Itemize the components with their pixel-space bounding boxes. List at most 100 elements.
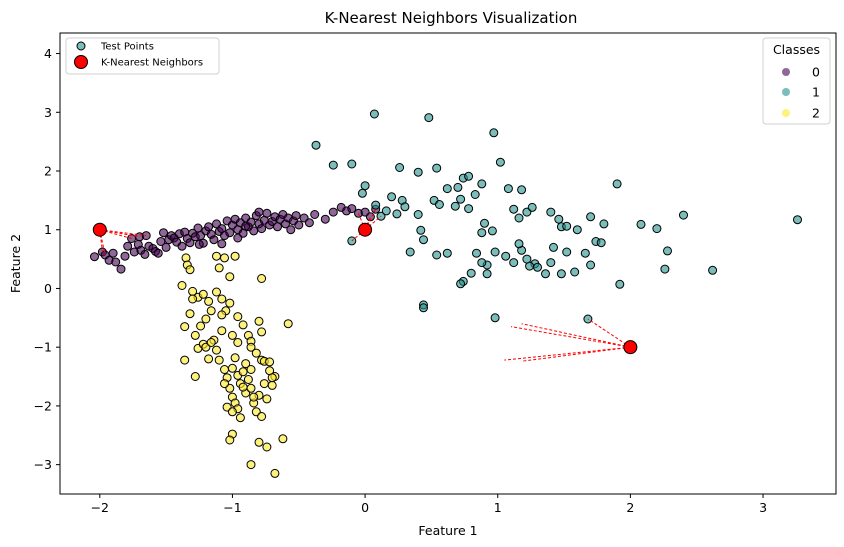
data-point-class-1 [434,200,444,209]
data-point-class-1 [419,235,428,245]
legend-class-1-marker [782,88,790,96]
data-point-class-2 [257,274,267,283]
data-point-class-0 [108,248,118,258]
data-point-class-1 [477,228,487,238]
y-tick-label: −1 [34,340,52,355]
data-point-class-2 [225,435,235,445]
data-point-class-1 [660,264,670,274]
data-point-class-1 [580,248,590,258]
data-point-class-1 [490,313,500,323]
data-point-class-0 [310,210,320,219]
data-point-class-1 [416,225,426,235]
legend-class-0-label: 0 [812,65,820,80]
neighbor-line [587,318,631,348]
data-point-class-1 [424,113,434,123]
legend-classes-title: Classes [773,42,820,57]
x-tick-label: 2 [626,500,634,515]
data-point-class-1 [596,238,606,248]
data-point-class-2 [212,345,221,355]
legend-class-2-label: 2 [812,106,820,121]
data-point-class-1 [586,212,596,222]
data-point-class-2 [233,338,243,347]
data-point-class-2 [254,437,264,447]
neighbor-line [510,326,631,348]
data-point-class-1 [586,260,596,270]
data-point-class-2 [243,375,253,384]
data-point-class-1 [489,128,499,138]
data-point-class-2 [217,326,227,336]
neighbor-line [504,346,631,361]
data-point-class-1 [556,269,566,279]
data-point-class-1 [514,213,524,223]
data-point-class-1 [503,184,513,194]
data-point-class-1 [360,181,370,191]
data-point-class-2 [278,434,288,444]
data-point-class-0 [262,208,272,218]
data-point-class-0 [254,207,264,217]
data-point-class-0 [304,218,314,228]
data-point-class-1 [453,182,463,192]
data-point-class-2 [190,330,200,340]
data-point-class-1 [572,225,582,235]
data-point-class-1 [490,247,500,257]
legend-markers: Test Points K-Nearest Neighbors [65,37,220,75]
neighbor-line [99,229,106,256]
data-point-class-1 [482,269,492,279]
data-point-class-2 [177,281,187,290]
data-point-class-0 [185,238,195,248]
neighbor-line [99,229,147,237]
data-point-class-2 [246,342,256,352]
y-axis-label: Feature 2 [8,234,23,293]
data-point-class-1 [456,279,466,289]
x-tick-label: 1 [494,500,502,515]
neighbor-line [364,208,377,230]
data-point-class-1 [652,224,662,234]
legend-classes-box [762,37,831,125]
neighbor-line [521,346,631,362]
data-point-class-0 [273,222,282,232]
data-point-class-1 [533,262,542,272]
data-point-class-0 [120,251,130,261]
data-point-class-1 [347,159,357,169]
legend-class-2-marker [782,109,790,117]
data-point-class-2 [198,289,208,299]
data-point-class-2 [233,312,243,322]
data-point-class-1 [347,236,357,246]
data-point-class-1 [509,204,519,214]
data-point-class-1 [405,247,415,257]
data-point-class-0 [204,222,214,232]
y-tick-label: 0 [44,281,52,296]
data-point-class-2 [212,251,221,261]
data-point-class-0 [320,214,330,224]
legend-markers-box [65,37,220,75]
axes-frame [59,32,837,495]
data-point-class-1 [514,239,524,249]
data-point-class-2 [251,348,261,358]
data-point-class-1 [400,202,410,212]
data-point-class-0 [209,235,219,245]
data-point-class-0 [241,221,251,231]
data-point-class-0 [217,239,227,249]
x-tick-label: 0 [361,500,369,515]
data-point-class-1 [562,221,572,231]
data-point-class-1 [369,109,379,119]
data-point-class-2 [246,383,256,393]
data-point-class-2 [238,320,248,330]
data-point-class-2 [257,327,267,337]
data-point-class-1 [509,258,519,268]
data-point-class-2 [257,412,267,421]
data-point-class-1 [432,163,442,173]
data-point-class-1 [470,190,480,199]
data-point-class-0 [347,204,357,214]
legend-classes: Classes 0 1 2 [762,37,831,125]
neighbor-line [99,229,103,253]
data-point-class-1 [477,179,487,189]
data-point-class-2 [262,442,272,452]
test-point-marker [92,222,107,237]
neighbor-line [364,215,382,231]
data-point-class-2 [206,338,216,347]
data-point-class-1 [477,258,487,268]
data-point-class-1 [570,267,580,277]
data-point-class-2 [220,253,229,263]
